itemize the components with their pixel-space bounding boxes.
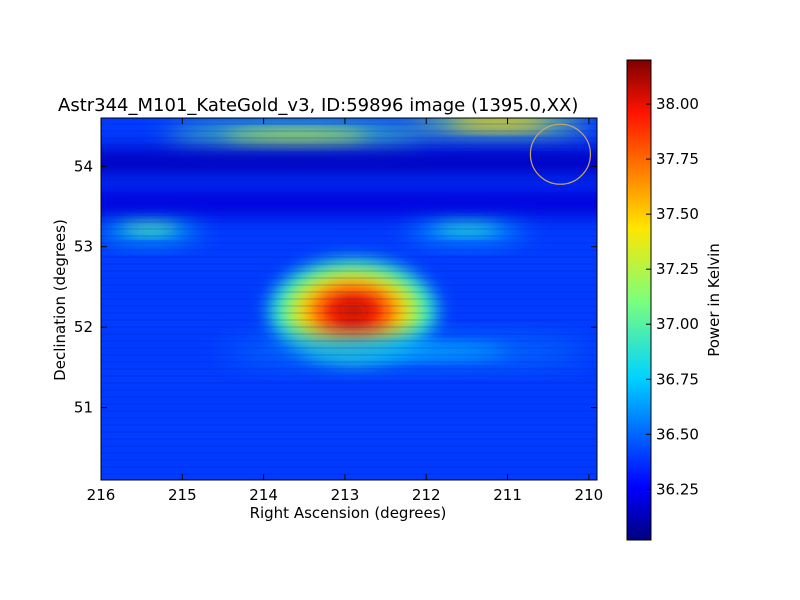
x-tick-label: 212 <box>412 486 441 504</box>
y-tick-label: 54 <box>74 157 93 175</box>
colorbar-tick-label: 37.25 <box>656 260 699 278</box>
colorbar-tick-label: 36.75 <box>656 370 699 388</box>
heatmap-image <box>101 118 597 480</box>
x-axis-label: Right Ascension (degrees) <box>250 504 447 522</box>
y-axis-ticks: 51 52 53 54 <box>74 157 597 417</box>
x-tick-label: 211 <box>493 486 522 504</box>
heatmap-band-core <box>224 132 368 145</box>
colorbar-tick-label: 37.50 <box>656 205 699 223</box>
colorbar <box>626 59 652 541</box>
heatmap-band-core <box>305 345 507 358</box>
x-tick-label: 215 <box>168 486 197 504</box>
heatmap-band-core <box>450 118 549 129</box>
beam-marker-circle <box>529 123 592 185</box>
heatmap-low-band <box>101 148 597 177</box>
colorbar-ticks: 36.25 36.50 36.75 37.00 37.25 37.50 37.75 38.00 <box>646 95 699 498</box>
colorbar-label: Power in Kelvin <box>705 243 723 357</box>
y-tick-label: 51 <box>74 399 93 417</box>
heatmap-low-band <box>101 188 597 217</box>
chart-title: Astr344_M101_KateGold_v3, ID:59896 image… <box>58 95 578 116</box>
y-tick-label: 52 <box>74 318 93 336</box>
colorbar-tick-label: 36.25 <box>656 480 699 498</box>
colorbar-tick-label: 38.00 <box>656 95 699 113</box>
y-axis-label: Declination (degrees) <box>51 219 69 381</box>
colorbar-tick-label: 36.50 <box>656 425 699 443</box>
x-tick-label: 213 <box>331 486 360 504</box>
heatmap-band-core <box>122 220 177 233</box>
plot-frame <box>100 117 598 481</box>
y-tick-label: 53 <box>74 238 93 256</box>
x-axis-ticks: 216 215 214 213 212 211 210 <box>87 118 604 504</box>
colorbar-tick-label: 37.75 <box>656 150 699 168</box>
x-tick-label: 214 <box>249 486 278 504</box>
x-tick-label: 216 <box>87 486 116 504</box>
x-tick-label: 210 <box>575 486 604 504</box>
heatmap-band-core <box>435 220 499 233</box>
heatmap-peak <box>335 302 372 321</box>
colorbar-tick-label: 37.00 <box>656 315 699 333</box>
